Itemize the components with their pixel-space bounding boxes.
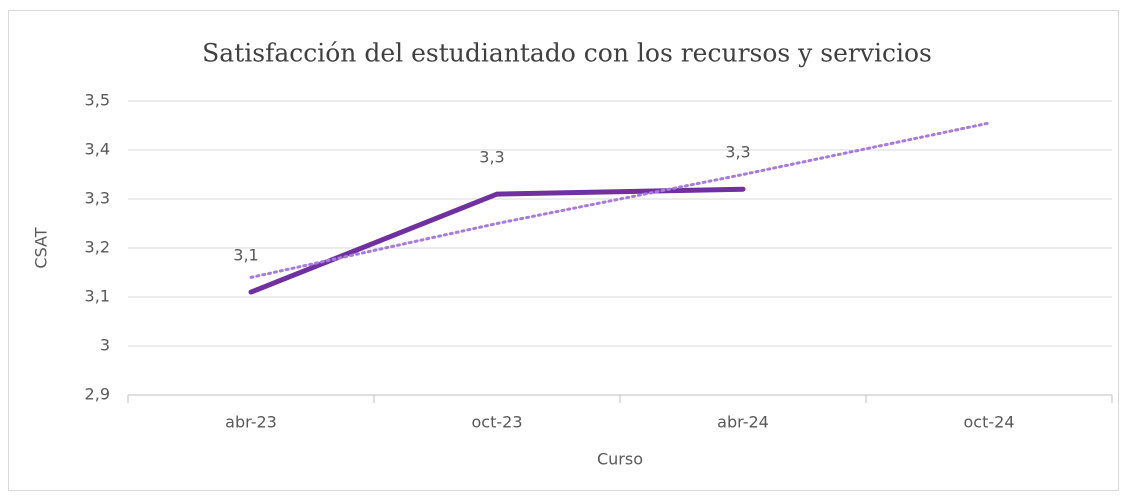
y-axis-label: CSAT	[32, 227, 51, 268]
y-tick-label: 3,1	[85, 287, 110, 306]
x-tick-label: abr-24	[717, 413, 769, 432]
y-tick-label: 3,4	[85, 140, 110, 159]
y-tick-label: 2,9	[85, 385, 110, 404]
x-tick-label: abr-23	[225, 413, 277, 432]
trend-line	[249, 121, 991, 279]
chart-frame	[8, 10, 1119, 491]
data-label: 3,1	[233, 246, 258, 265]
y-tick-label: 3,2	[85, 238, 110, 257]
chart-title: Satisfacción del estudiantado con los re…	[202, 39, 932, 68]
x-tick-label: oct-24	[964, 413, 1015, 432]
x-axis-label: Curso	[597, 450, 643, 469]
y-tick-label: 3	[100, 336, 110, 355]
data-label: 3,3	[479, 148, 504, 167]
y-tick-label: 3,3	[85, 189, 110, 208]
x-tick-label: oct-23	[472, 413, 523, 432]
data-label: 3,3	[725, 143, 750, 162]
y-tick-label: 3,5	[85, 91, 110, 110]
